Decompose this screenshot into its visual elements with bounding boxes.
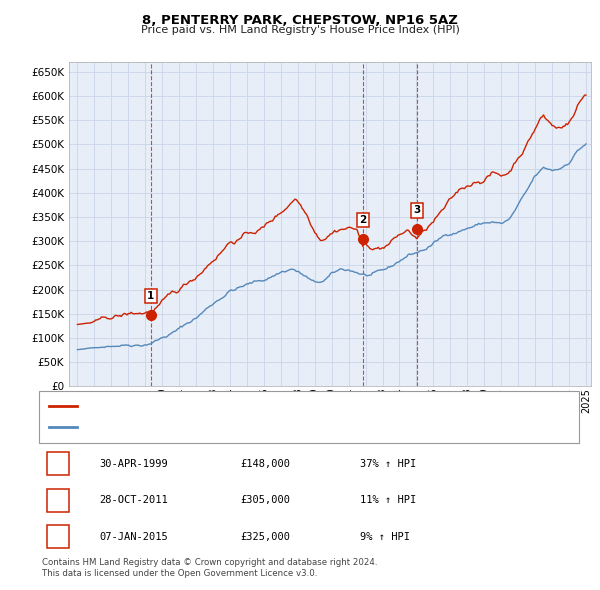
Text: 1: 1 (55, 459, 62, 468)
Text: £325,000: £325,000 (240, 532, 290, 542)
Text: 37% ↑ HPI: 37% ↑ HPI (360, 459, 416, 468)
Text: 07-JAN-2015: 07-JAN-2015 (99, 532, 168, 542)
Text: 9% ↑ HPI: 9% ↑ HPI (360, 532, 410, 542)
Text: 3: 3 (413, 205, 421, 215)
Text: 3: 3 (55, 532, 62, 542)
Text: HPI: Average price, detached house, Monmouthshire: HPI: Average price, detached house, Monm… (83, 422, 340, 432)
Text: 28-OCT-2011: 28-OCT-2011 (99, 496, 168, 505)
Text: Price paid vs. HM Land Registry's House Price Index (HPI): Price paid vs. HM Land Registry's House … (140, 25, 460, 35)
Text: 8, PENTERRY PARK, CHEPSTOW, NP16 5AZ: 8, PENTERRY PARK, CHEPSTOW, NP16 5AZ (142, 14, 458, 27)
Text: Contains HM Land Registry data © Crown copyright and database right 2024.
This d: Contains HM Land Registry data © Crown c… (42, 558, 377, 578)
Text: £305,000: £305,000 (240, 496, 290, 505)
Text: 11% ↑ HPI: 11% ↑ HPI (360, 496, 416, 505)
Text: 2: 2 (359, 215, 367, 225)
Text: £148,000: £148,000 (240, 459, 290, 468)
Text: 8, PENTERRY PARK, CHEPSTOW, NP16 5AZ (detached house): 8, PENTERRY PARK, CHEPSTOW, NP16 5AZ (de… (83, 401, 379, 411)
Text: 1: 1 (147, 291, 154, 301)
Text: 2: 2 (55, 496, 62, 505)
Text: 30-APR-1999: 30-APR-1999 (99, 459, 168, 468)
